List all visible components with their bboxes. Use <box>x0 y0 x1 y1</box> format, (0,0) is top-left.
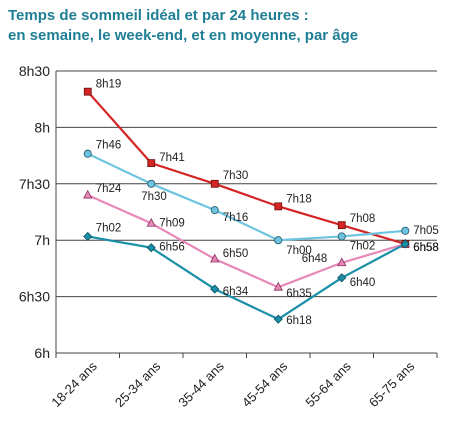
data-point <box>401 226 410 235</box>
x-category-label: 18-24 ans <box>48 358 100 410</box>
data-point <box>210 253 220 263</box>
y-tick-label: 6h <box>34 345 50 361</box>
x-category-label: 55-64 ans <box>302 358 354 410</box>
data-label: 7h05 <box>413 225 439 237</box>
data-label: 7h24 <box>96 183 122 195</box>
data-point <box>337 221 346 230</box>
data-point <box>83 87 92 96</box>
chart-title-line-2: en semaine, le week-end, et en moyenne, … <box>8 27 359 44</box>
y-tick-label: 6h30 <box>19 289 50 305</box>
data-label: 7h00 <box>286 245 312 257</box>
chart-title-line-1: Temps de sommeil idéal et par 24 heures … <box>8 7 309 24</box>
data-label: 7h02 <box>96 222 122 234</box>
x-category-label: 45-54 ans <box>239 358 291 410</box>
data-point <box>274 202 283 211</box>
data-label: 7h18 <box>286 193 312 205</box>
data-point <box>274 236 283 245</box>
data-label: 7h02 <box>350 240 376 252</box>
data-label: 6h34 <box>223 286 249 298</box>
x-category-label: 65-75 ans <box>366 358 418 410</box>
data-label: 6h58 <box>413 242 439 254</box>
data-label: 6h50 <box>223 248 249 260</box>
data-point <box>273 281 283 291</box>
data-label: 7h30 <box>223 170 249 182</box>
data-point <box>83 231 93 242</box>
y-tick-label: 8h30 <box>19 63 50 79</box>
data-point <box>146 217 156 227</box>
data-label: 6h35 <box>286 288 312 300</box>
series-line <box>87 194 406 289</box>
data-label: 7h16 <box>223 212 249 224</box>
y-tick-label: 8h <box>34 119 50 135</box>
series-line <box>87 235 406 321</box>
data-point <box>337 257 347 267</box>
data-point <box>400 239 410 249</box>
data-label: 6h18 <box>286 315 312 327</box>
series-line <box>86 90 406 246</box>
x-category-label: 25-34 ans <box>112 358 164 410</box>
data-point <box>337 273 347 283</box>
data-point <box>147 159 156 168</box>
data-point <box>273 314 283 324</box>
data-label: 7h41 <box>159 152 185 164</box>
data-label: 7h46 <box>96 140 122 152</box>
data-point <box>210 179 219 188</box>
data-point <box>337 232 346 241</box>
data-label: 6h40 <box>350 277 376 289</box>
data-point <box>83 149 92 158</box>
data-point <box>147 179 156 188</box>
data-label: 6h48 <box>302 253 328 265</box>
data-point <box>146 243 156 253</box>
y-tick-label: 7h30 <box>19 176 50 192</box>
data-point <box>83 189 93 199</box>
data-point <box>210 206 219 215</box>
y-tick-label: 7h <box>34 232 50 248</box>
data-label: 6h58 <box>413 242 439 254</box>
chart-title: Temps de sommeil idéal et par 24 heures … <box>8 6 448 46</box>
data-point <box>210 284 220 294</box>
data-label: 6h58 <box>413 242 439 254</box>
data-label: 8h19 <box>96 79 122 91</box>
data-label: 7h09 <box>159 217 185 229</box>
series-line <box>87 152 406 242</box>
data-label: 7h08 <box>350 213 376 225</box>
x-category-label: 35-44 ans <box>175 358 227 410</box>
data-label: 6h56 <box>159 242 185 254</box>
data-label: 7h30 <box>141 191 167 203</box>
